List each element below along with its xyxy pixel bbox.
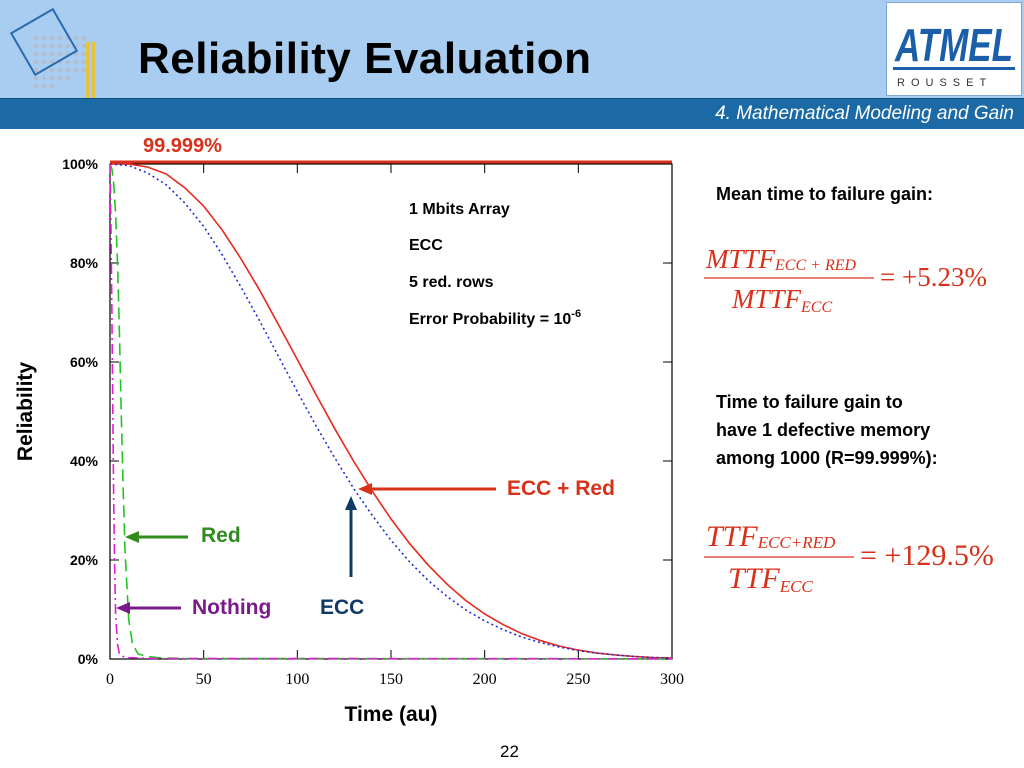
- y-tick-label: 100%: [62, 156, 98, 172]
- ttf-numerator-main: TTF: [706, 520, 758, 553]
- info-error-probability-exponent: -6: [571, 308, 581, 320]
- mttf-heading: Mean time to failure gain:: [716, 184, 934, 204]
- arrow-red: [125, 531, 188, 543]
- mttf-numerator-sub: ECC + RED: [774, 257, 856, 274]
- x-tick-label: 150: [379, 671, 403, 688]
- annotation-red: Red: [201, 524, 241, 547]
- y-tick-label: 80%: [70, 255, 99, 271]
- info-array-size: 1 Mbits Array: [409, 201, 510, 218]
- x-tick-label: 0: [106, 671, 114, 688]
- info-red-rows: 5 red. rows: [409, 274, 494, 291]
- arrow-nothing: [116, 602, 181, 614]
- x-tick-label: 200: [473, 671, 497, 688]
- slide-title: Reliability Evaluation: [138, 34, 592, 83]
- arrow-ecc: [345, 496, 357, 577]
- ttf-denominator-sub: ECC: [779, 577, 814, 596]
- slide-header: [0, 0, 1024, 98]
- logo-text: ATMEL: [894, 19, 1013, 71]
- series-layer: [109, 163, 673, 660]
- section-subtitle: 4. Mathematical Modeling and Gain: [715, 103, 1014, 124]
- ttf-gain-formula: TTFECC+RED TTFECC = +129.5%: [704, 520, 994, 596]
- ttf-numerator-sub: ECC+RED: [757, 533, 836, 552]
- info-error-probability: Error Probability = 10-6: [409, 308, 581, 328]
- mttf-result: = +5.23%: [880, 262, 987, 292]
- x-tick-label: 250: [566, 671, 590, 688]
- plot-frame: [109, 163, 673, 660]
- series-line-red: [109, 163, 673, 660]
- mttf-gain-formula: MTTFECC + RED MTTFECC = +5.23%: [704, 244, 987, 316]
- info-ecc: ECC: [409, 237, 443, 254]
- info-error-probability-base: Error Probability = 10: [409, 311, 571, 328]
- x-axis-label: Time (au): [345, 703, 438, 726]
- ttf-heading-line2: have 1 defective memory: [716, 420, 931, 440]
- y-tick-labels: 0% 20% 40% 60% 80% 100%: [62, 156, 98, 667]
- atmel-logo: ATMEL ROUSSET: [886, 2, 1022, 96]
- annotation-nothing: Nothing: [192, 596, 271, 619]
- logo-subtext: ROUSSET: [897, 77, 992, 89]
- mttf-denominator-sub: ECC: [800, 299, 832, 316]
- ttf-heading-line1: Time to failure gain to: [716, 392, 903, 412]
- x-tick-label: 100: [285, 671, 309, 688]
- decorative-pattern-icon: [9, 8, 95, 98]
- annotation-ecc: ECC: [320, 596, 364, 619]
- mttf-denominator: MTTFECC: [731, 284, 832, 316]
- ttf-denominator: TTFECC: [728, 562, 813, 596]
- y-tick-label: 60%: [70, 354, 99, 370]
- ttf-heading-line3: among 1000 (R=99.999%):: [716, 448, 938, 468]
- y-tick-label: 40%: [70, 453, 99, 469]
- arrow-ecc-red: [358, 483, 496, 495]
- x-tick-label: 300: [660, 671, 684, 688]
- x-tick-label: 50: [196, 671, 212, 688]
- mttf-denominator-main: MTTF: [731, 284, 802, 314]
- section-bar: [0, 98, 1024, 129]
- page-number: 22: [500, 742, 519, 761]
- mttf-numerator: MTTFECC + RED: [705, 244, 856, 274]
- ttf-result: = +129.5%: [860, 539, 994, 572]
- y-tick-label: 20%: [70, 552, 99, 568]
- reliability-chart: 0 50 100 150 200 250 300 0% 20% 40% 60% 80% 100% 99…: [14, 135, 684, 726]
- ttf-numerator: TTFECC+RED: [706, 520, 836, 553]
- reference-line-label: 99.999%: [143, 135, 222, 157]
- series-line-ecc: [109, 163, 673, 659]
- atmel-logo-graphic: ATMEL ROUSSET: [893, 19, 1015, 89]
- ttf-denominator-main: TTF: [728, 562, 780, 595]
- annotation-ecc-red: ECC + Red: [507, 477, 615, 500]
- y-axis-label: Reliability: [14, 362, 37, 462]
- series-line-nothing: [109, 163, 673, 660]
- y-tick-label: 0%: [78, 651, 99, 667]
- x-tick-labels: 0 50 100 150 200 250 300: [106, 671, 684, 688]
- mttf-numerator-main: MTTF: [705, 244, 776, 274]
